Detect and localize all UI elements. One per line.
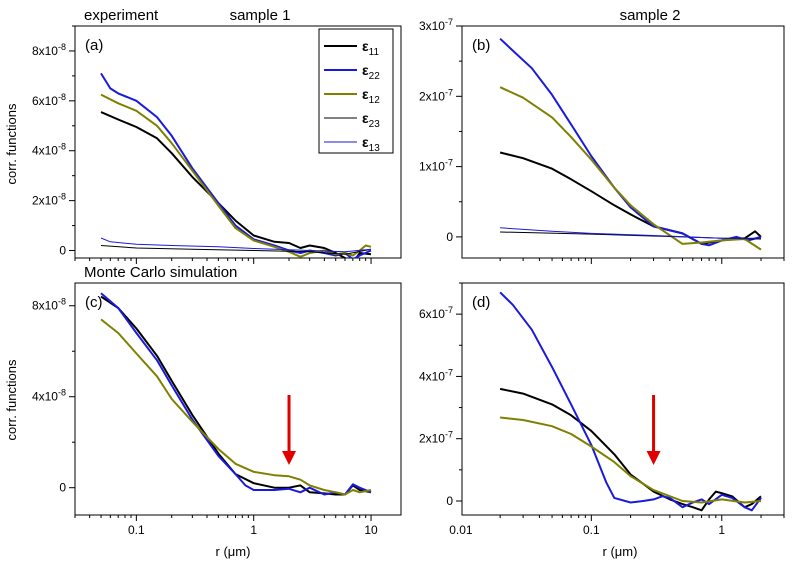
x-tick-label: 1 xyxy=(718,523,725,537)
y-tick-label: 6x10-7 xyxy=(419,305,453,321)
x-tick-label: 0.1 xyxy=(128,523,145,537)
y-tick-label: 0 xyxy=(446,494,453,508)
series-ε23 xyxy=(100,245,372,255)
y-axis-title-top: corr. functions xyxy=(4,103,19,184)
y-tick-label: 8x10-8 xyxy=(32,297,66,313)
panel-a: 0 2x10-8 4x10-8 6x10-8 8x10-8 (a) xyxy=(32,25,402,264)
series-ε12 xyxy=(499,86,762,251)
legend-label: ε22 xyxy=(362,62,380,82)
series-ε13 xyxy=(500,227,761,239)
legend-label: ε11 xyxy=(362,38,379,58)
y-tick-label: 4x10-8 xyxy=(32,142,66,158)
y-tick-label: 0 xyxy=(59,481,66,495)
plot-frame xyxy=(461,25,785,259)
y-tick-label: 0 xyxy=(446,230,453,244)
y-axis-title-bottom: corr. functions xyxy=(4,359,19,440)
panel-label: (b) xyxy=(472,37,490,54)
y-tick-label: 4x10-8 xyxy=(32,388,66,404)
y-tick-label: 3x10-7 xyxy=(419,17,453,33)
legend-label: ε23 xyxy=(362,110,380,130)
series-ε11 xyxy=(499,387,762,512)
y-tick-label: 4x10-7 xyxy=(419,367,453,383)
legend-label: ε13 xyxy=(362,134,380,154)
x-tick-label: 1 xyxy=(250,523,257,537)
series-ε22 xyxy=(499,291,762,512)
panel-label: (a) xyxy=(85,37,103,54)
x-axis-title-right: r (μm) xyxy=(603,544,638,559)
y-tick-label: 0 xyxy=(59,244,66,258)
panel-d: 0.01 0.1 1 0 2x10-7 4x10-7 6x10-7 (d) xyxy=(419,282,785,537)
legend-box xyxy=(318,28,394,154)
arrow-head xyxy=(646,451,661,465)
plot-frame xyxy=(461,282,785,516)
panel-c: 0.1 1 10 0 4x10-8 8x10-8 (c) xyxy=(32,282,402,537)
legend-label: ε12 xyxy=(362,86,380,106)
series-ε13 xyxy=(100,237,372,253)
x-axis-title-left: r (μm) xyxy=(216,544,251,559)
x-tick-label: 0.01 xyxy=(449,523,473,537)
row-label-monte-carlo: Monte Carlo simulation xyxy=(84,264,237,281)
series-ε11 xyxy=(100,111,372,258)
panel-label: (c) xyxy=(85,294,103,311)
legend: ε11 ε22 ε12 ε23 ε13 xyxy=(318,28,394,154)
column-title-sample-2: sample 2 xyxy=(620,7,681,24)
row-label-experiment: experiment xyxy=(84,7,159,24)
x-tick-label: 0.1 xyxy=(583,523,600,537)
x-tick-label: 10 xyxy=(364,523,378,537)
arrow-head xyxy=(282,451,297,465)
y-tick-label: 2x10-8 xyxy=(32,192,66,208)
plot-frame xyxy=(74,25,402,259)
panel-label: (d) xyxy=(472,294,490,311)
y-tick-label: 1x10-7 xyxy=(419,158,453,174)
y-tick-label: 8x10-8 xyxy=(32,42,66,58)
column-title-sample-1: sample 1 xyxy=(230,7,291,24)
y-tick-label: 6x10-8 xyxy=(32,92,66,108)
series-ε12 xyxy=(499,416,762,504)
series-ε12 xyxy=(100,318,372,496)
y-tick-label: 2x10-7 xyxy=(419,87,453,103)
panel-b: 0 1x10-7 2x10-7 3x10-7 (b) xyxy=(419,17,785,264)
plot-frame xyxy=(74,282,402,516)
y-tick-label: 2x10-7 xyxy=(419,430,453,446)
